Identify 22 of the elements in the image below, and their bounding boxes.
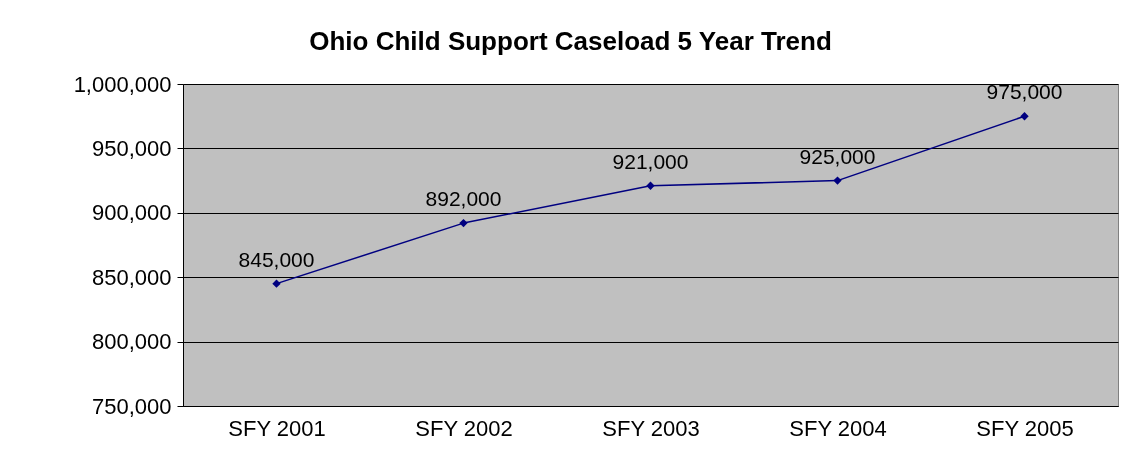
x-tick-label: SFY 2001	[228, 415, 326, 441]
point	[272, 279, 281, 288]
data-label: 921,000	[612, 149, 689, 173]
data-label: 925,000	[799, 144, 876, 168]
y-tick-label: 800,000	[91, 329, 172, 355]
x-tick-label: SFY 2005	[976, 415, 1074, 441]
data-label: 845,000	[238, 247, 315, 271]
y-tick-label: 900,000	[91, 200, 172, 226]
y-tick-label: 950,000	[91, 135, 172, 161]
point	[1020, 112, 1029, 121]
point	[833, 176, 842, 185]
point	[459, 218, 468, 228]
x-tick-label: SFY 2002	[415, 415, 513, 441]
point	[646, 181, 655, 190]
x-tick-label: SFY 2003	[602, 415, 700, 441]
data-label: 892,000	[425, 187, 502, 211]
y-tick-label: 850,000	[91, 264, 172, 290]
y-tick-label: 750,000	[91, 393, 172, 419]
chart-title: Ohio Child Support Caseload 5 Year Trend	[309, 26, 832, 56]
x-tick-label: SFY 2004	[789, 415, 887, 441]
data-label: 975,000	[986, 80, 1063, 104]
y-tick-label: 1,000,000	[73, 71, 172, 97]
